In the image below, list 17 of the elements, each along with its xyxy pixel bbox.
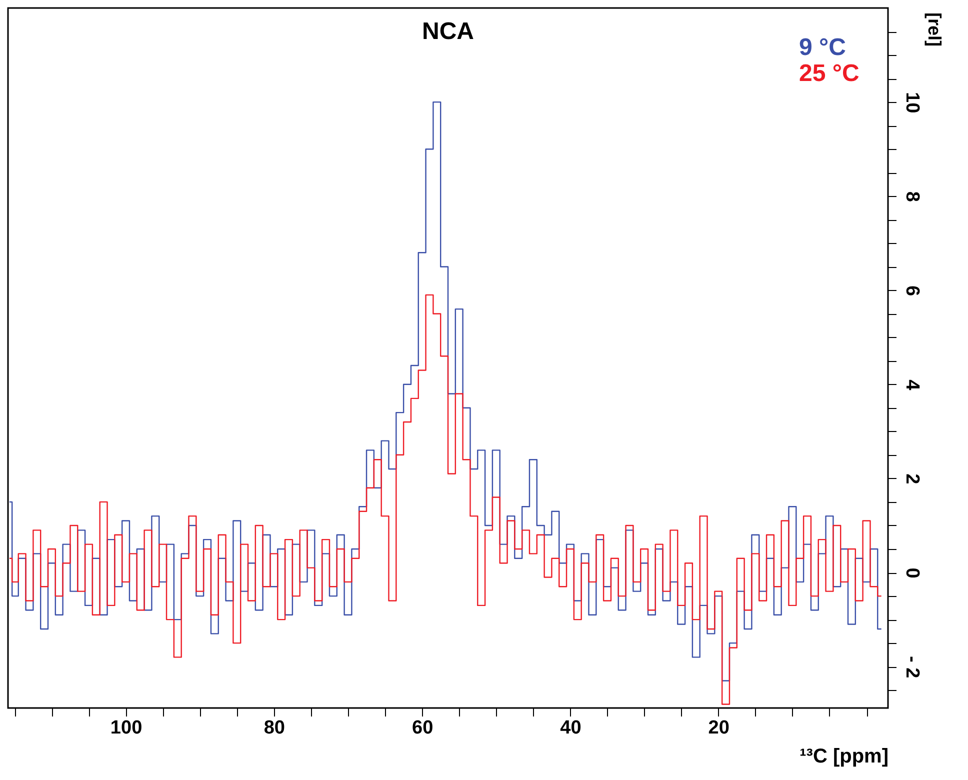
x-tick-label: 80	[264, 718, 285, 738]
y-tick-label: 4	[902, 380, 922, 391]
text: 9 °C	[799, 34, 846, 61]
x-tick-label: 40	[560, 718, 582, 738]
y-tick-label: 6	[902, 285, 922, 296]
y-tick-label: 10	[902, 92, 922, 114]
y-tick-label: 2	[902, 474, 922, 484]
x-tick-label: 100	[110, 718, 142, 738]
y-tick-label: 0	[902, 568, 922, 578]
text: 25 °C	[799, 60, 860, 87]
x-axis-title: ¹³C [ppm]	[800, 746, 888, 768]
y-tick-label: - 2	[902, 656, 922, 678]
y-axis-title: [rel]	[924, 12, 944, 47]
y-tick-label: 8	[902, 191, 922, 202]
x-tick-label: 60	[412, 718, 434, 738]
chart-title: NCA	[422, 18, 474, 45]
x-tick-label: 20	[708, 718, 730, 738]
